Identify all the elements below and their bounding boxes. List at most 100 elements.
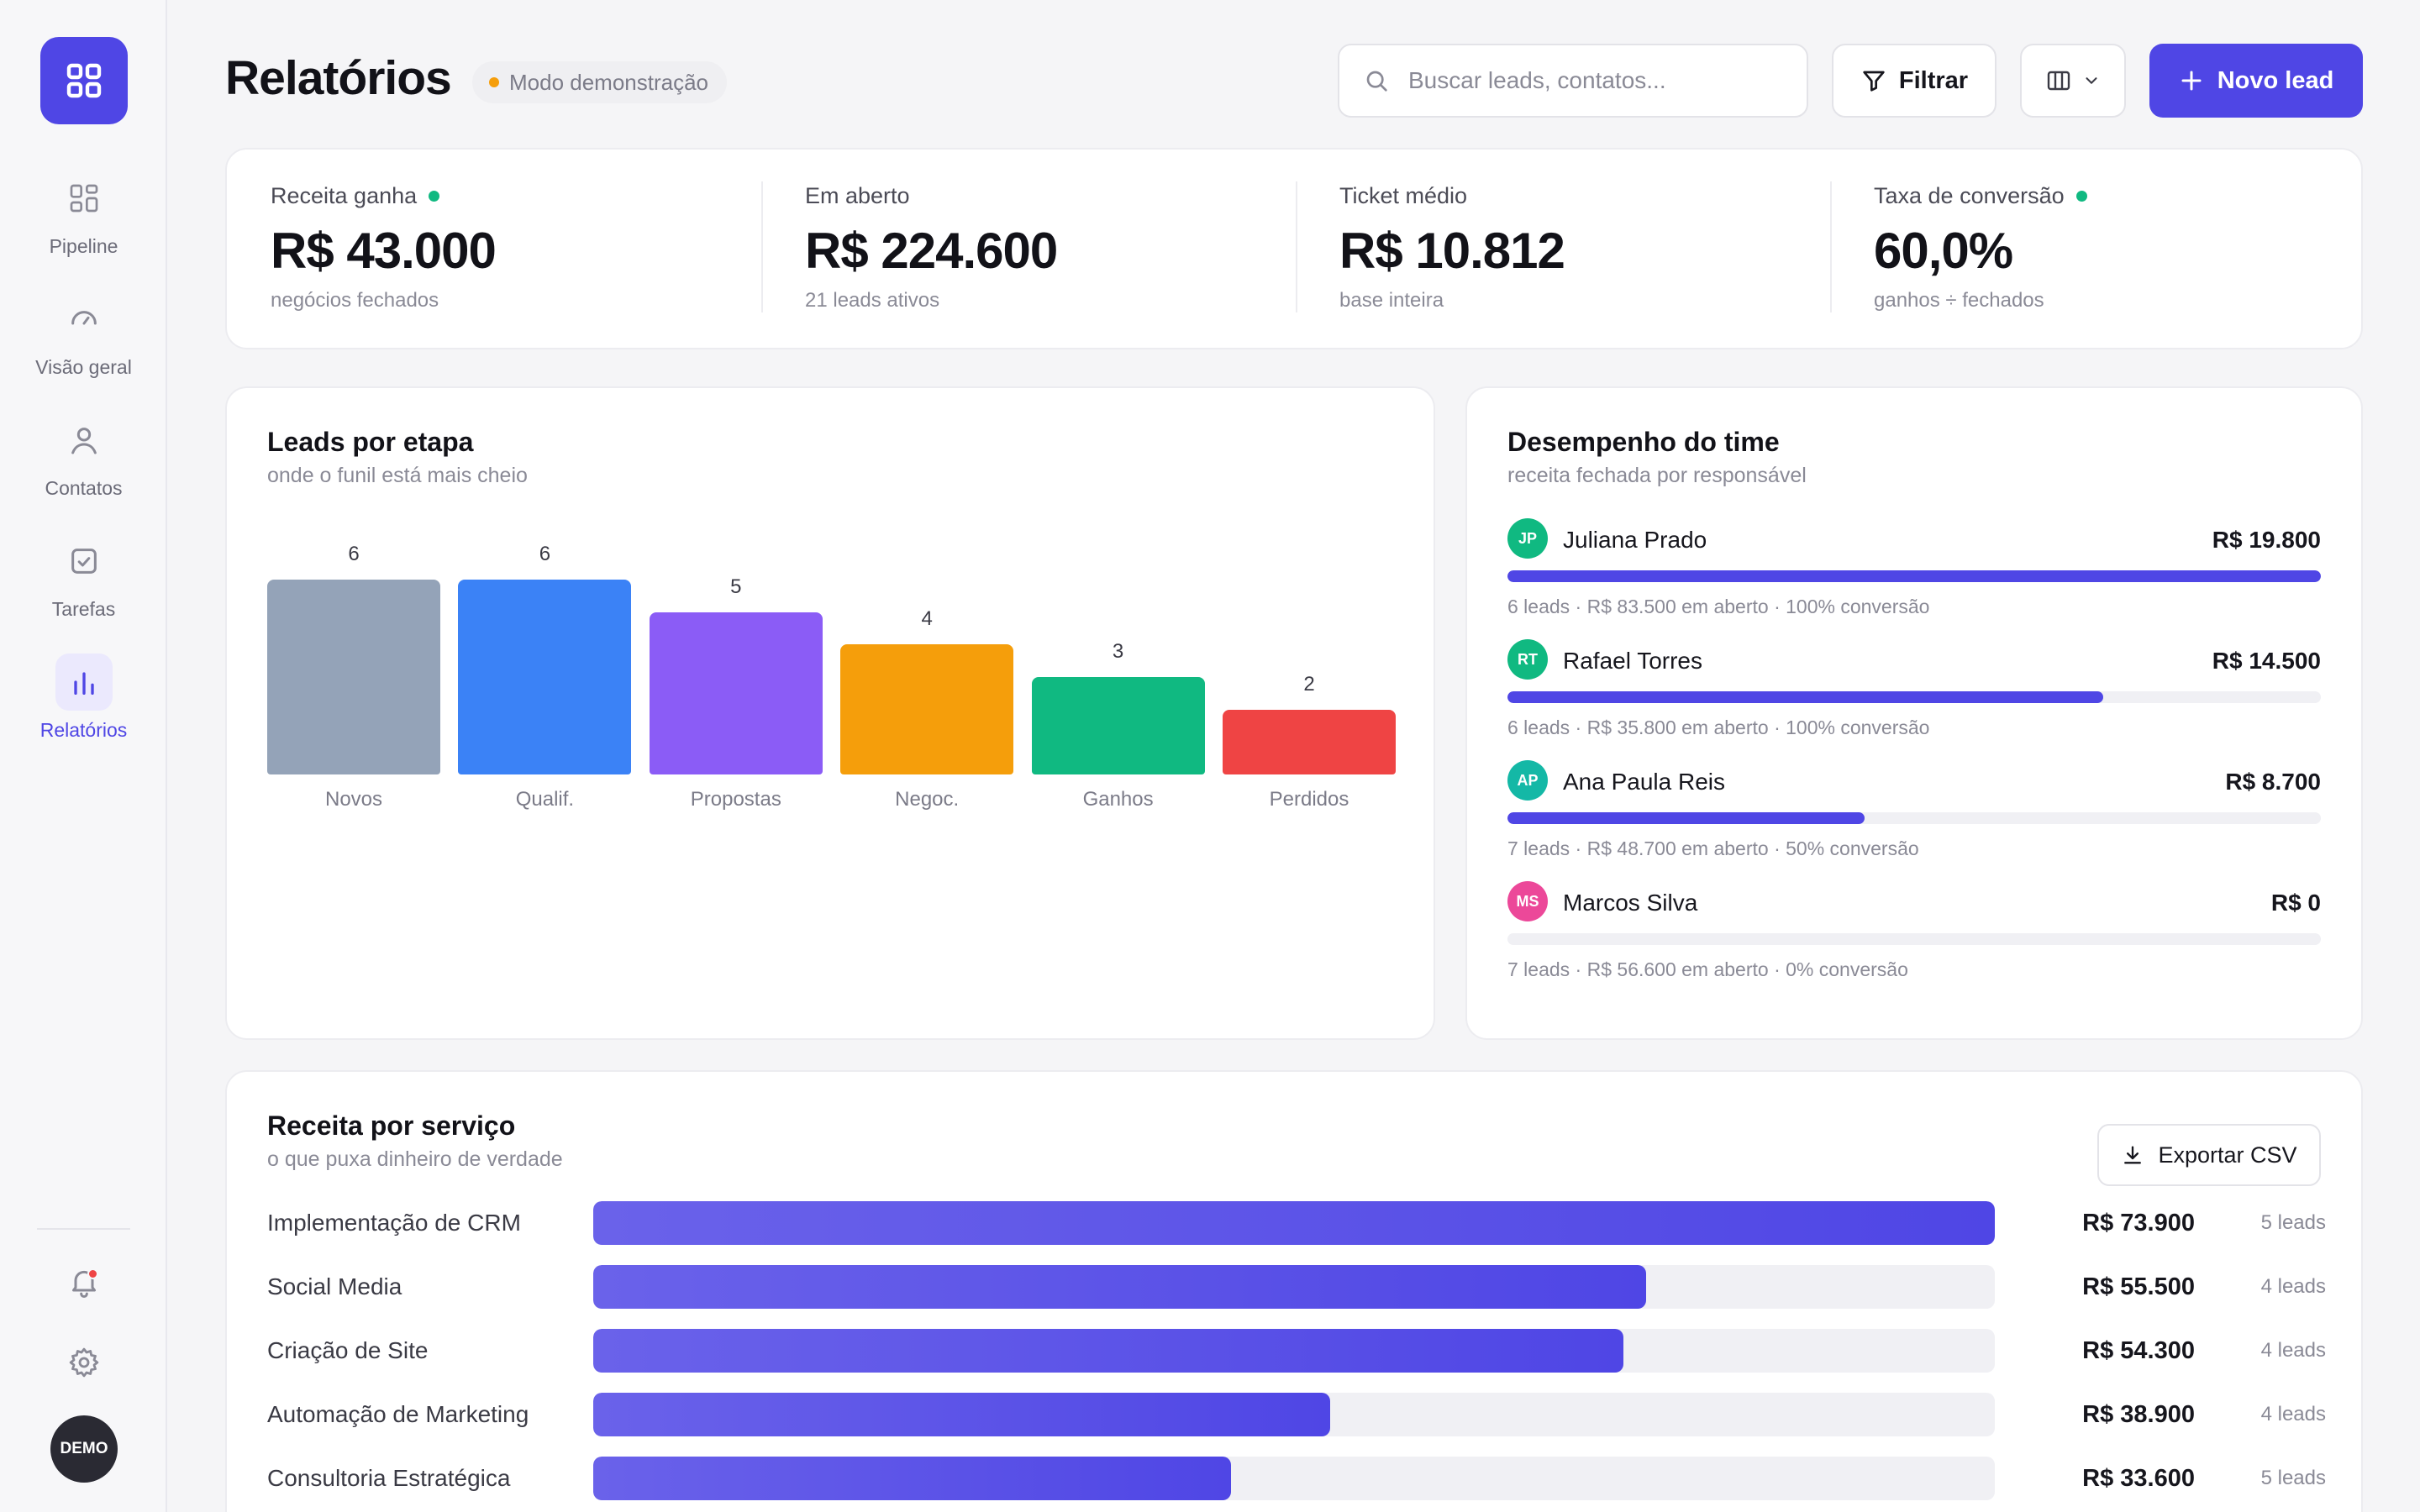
sidebar-item-reports[interactable]: Relatórios [0, 654, 167, 754]
demo-mode-badge: Modo demonstração [472, 61, 728, 103]
kpi-divider [761, 181, 763, 312]
sidebar-item-label: Tarefas [51, 598, 116, 620]
member-progress-fill [1507, 570, 2321, 582]
member-avatar: AP [1507, 760, 1548, 801]
download-icon [2124, 1146, 2142, 1164]
member-avatar: JP [1507, 518, 1548, 559]
kpi-caption: negócios fechados [271, 289, 439, 312]
search-box[interactable] [1338, 44, 1808, 118]
service-revenue: R$ 73.900 [2082, 1210, 2195, 1236]
sidebar-item-label: Contatos [45, 477, 123, 499]
bar-category-label: Negoc. [895, 788, 960, 811]
kpi-revenue-won: Receita ganha R$ 43.000 negócios fechado… [271, 150, 741, 348]
app-logo[interactable] [40, 37, 128, 124]
filter-icon [1863, 71, 1885, 92]
sidebar-item-overview[interactable]: Visão geral [0, 291, 167, 391]
team-member-row[interactable]: RT Rafael Torres R$ 14.500 6 leads · R$ … [1507, 639, 2321, 740]
kpi-caption: base inteira [1339, 289, 1444, 312]
positive-dot [429, 191, 440, 202]
member-revenue: R$ 14.500 [2212, 648, 2321, 674]
bar-category-label: Qualif. [515, 788, 575, 811]
demo-mode-label: Modo demonstração [509, 69, 709, 95]
service-row: Social Media R$ 55.500 4 leads [267, 1265, 2326, 1309]
service-row: Automação de Marketing R$ 38.900 4 leads [267, 1393, 2326, 1436]
card-subtitle: o que puxa dinheiro de verdade [267, 1147, 563, 1171]
member-name: Rafael Torres [1563, 648, 1703, 674]
member-meta: 7 leads · R$ 48.700 em aberto · 50% conv… [1507, 837, 1919, 859]
stage-bar[interactable] [1031, 677, 1205, 774]
search-input[interactable] [1408, 67, 1778, 94]
notifications-button[interactable] [59, 1257, 109, 1307]
service-name: Consultoria Estratégica [267, 1465, 511, 1491]
bell-icon [72, 1270, 96, 1298]
service-bar-fill [593, 1201, 1995, 1245]
service-row: Criação de Site R$ 54.300 4 leads [267, 1329, 2326, 1373]
kpi-value: R$ 43.000 [271, 223, 497, 279]
bar-category-label: Novos [324, 788, 383, 811]
sidebar-divider [37, 1228, 130, 1230]
member-progress-fill [1507, 691, 2103, 703]
sidebar-item-pipeline[interactable]: Pipeline [0, 170, 167, 270]
service-lead-count: 4 leads [2260, 1275, 2326, 1298]
kpi-divider [1830, 181, 1832, 312]
card-title: Desempenho do time [1507, 427, 1780, 457]
bar-category-label: Ganhos [1082, 788, 1154, 811]
bar-value-label: 5 [730, 575, 742, 598]
export-csv-button[interactable]: Exportar CSV [2097, 1124, 2321, 1186]
kpi-average-ticket: Ticket médio R$ 10.812 base inteira [1339, 150, 1810, 348]
team-member-row[interactable]: AP Ana Paula Reis R$ 8.700 7 leads · R$ … [1507, 760, 2321, 861]
member-avatar: MS [1507, 881, 1548, 921]
sidebar-item-contacts[interactable]: Contatos [0, 412, 167, 512]
service-bar-track [593, 1457, 1995, 1500]
member-name: Juliana Prado [1563, 527, 1707, 553]
stage-bar[interactable] [458, 580, 632, 774]
sidebar-item-tasks[interactable]: Tarefas [0, 533, 167, 633]
service-bar-fill [593, 1329, 1623, 1373]
member-progress-track [1507, 933, 2321, 945]
revenue-by-service-card: Receita por serviço o que puxa dinheiro … [225, 1070, 2363, 1512]
user-avatar[interactable]: DEMO [50, 1415, 118, 1483]
kpi-open-pipeline: Em aberto R$ 224.600 21 leads ativos [805, 150, 1276, 348]
stage-bar[interactable] [649, 612, 823, 774]
kpi-summary-card: Receita ganha R$ 43.000 negócios fechado… [225, 148, 2363, 349]
checkbox-icon [55, 533, 113, 590]
service-revenue: R$ 55.500 [2082, 1273, 2195, 1300]
new-lead-button[interactable]: Novo lead [2149, 44, 2363, 118]
plus-icon [2181, 71, 2202, 91]
stage-bar[interactable] [267, 580, 440, 774]
sidebar-item-label: Visão geral [35, 356, 132, 378]
bar-value-label: 6 [348, 543, 360, 565]
positive-dot [2075, 191, 2087, 202]
user-icon [55, 412, 113, 469]
notification-dot [87, 1268, 98, 1279]
stage-bar[interactable] [1223, 709, 1396, 774]
columns-view-button[interactable] [2020, 44, 2126, 118]
service-row: Implementação de CRM R$ 73.900 5 leads [267, 1201, 2326, 1245]
service-name: Automação de Marketing [267, 1401, 529, 1427]
leads-by-stage-chart: 6 Novos 6 Qualif. 5 Propostas 4 Negoc. 3 Ganhos 2 P… [267, 539, 1396, 816]
member-progress-fill [1507, 812, 1865, 824]
bar-chart-icon [55, 654, 113, 711]
kpi-value: R$ 224.600 [805, 223, 1058, 279]
member-progress-track [1507, 691, 2321, 703]
leads-by-stage-card: Leads por etapa onde o funil está mais c… [225, 386, 1435, 1040]
service-bar-track [593, 1265, 1995, 1309]
kpi-value: R$ 10.812 [1339, 223, 1565, 279]
service-bar-track [593, 1393, 1995, 1436]
team-member-row[interactable]: JP Juliana Prado R$ 19.800 6 leads · R$ … [1507, 518, 2321, 619]
service-lead-count: 5 leads [2260, 1211, 2326, 1234]
member-revenue: R$ 8.700 [2225, 769, 2321, 795]
service-revenue: R$ 54.300 [2082, 1337, 2195, 1364]
apps-grid-icon [66, 63, 102, 98]
team-member-row[interactable]: MS Marcos Silva R$ 0 7 leads · R$ 56.600… [1507, 881, 2321, 982]
settings-button[interactable] [59, 1337, 109, 1388]
member-name: Ana Paula Reis [1563, 769, 1726, 795]
new-lead-label: Novo lead [2217, 66, 2334, 94]
stage-bar[interactable] [840, 644, 1014, 774]
member-meta: 6 leads · R$ 35.800 em aberto · 100% con… [1507, 717, 1930, 738]
service-lead-count: 4 leads [2260, 1339, 2326, 1362]
filter-button[interactable]: Filtrar [1832, 44, 1996, 118]
service-bar-fill [593, 1457, 1231, 1500]
team-performance-card: Desempenho do time receita fechada por r… [1465, 386, 2363, 1040]
sidebar: Pipeline Visão geral Contatos Tarefas [0, 0, 167, 1512]
